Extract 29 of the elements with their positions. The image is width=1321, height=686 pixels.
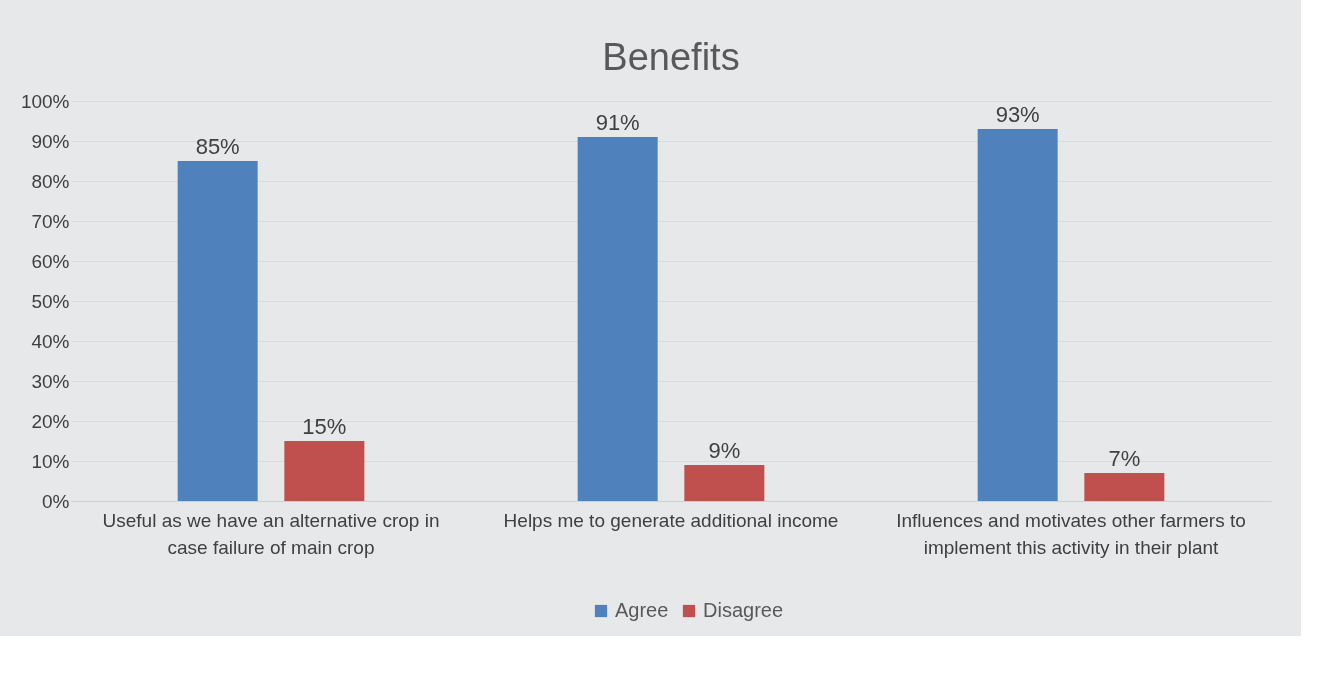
bar (684, 465, 765, 501)
y-tick-label: 40% (31, 330, 70, 352)
data-label: 93% (995, 102, 1040, 127)
y-tick-label: 50% (31, 290, 70, 312)
bar (284, 441, 365, 501)
x-tick-label: Useful as we have an alternative crop in case failure of main crop (102, 509, 440, 558)
data-label: 7% (1108, 446, 1141, 471)
y-tick-label: 60% (31, 250, 70, 272)
x-tick-label: Helps me to generate additional income (503, 509, 839, 531)
y-tick-label: 100% (20, 90, 70, 112)
bar (577, 137, 658, 501)
x-tick-label: Influences and motivates other farmers to implement this activity in their plant (896, 509, 1246, 558)
data-label: 9% (708, 438, 741, 463)
y-tick-label: 0% (42, 490, 70, 512)
y-tick-label: 90% (31, 130, 70, 152)
bar (177, 161, 258, 501)
y-tick-label: 70% (31, 210, 70, 232)
legend-label: Disagree (703, 599, 784, 621)
data-label: 91% (595, 110, 640, 135)
data-label: 15% (302, 414, 347, 439)
chart-title: Benefits (602, 36, 740, 78)
y-tick-label: 80% (31, 170, 70, 192)
bar (1084, 473, 1165, 501)
data-label: 85% (195, 134, 240, 159)
y-tick-label: 30% (31, 370, 70, 392)
y-tick-label: 20% (31, 410, 70, 432)
y-tick-label: 10% (31, 450, 70, 472)
legend-label: Agree (615, 599, 669, 621)
bar (977, 129, 1058, 501)
